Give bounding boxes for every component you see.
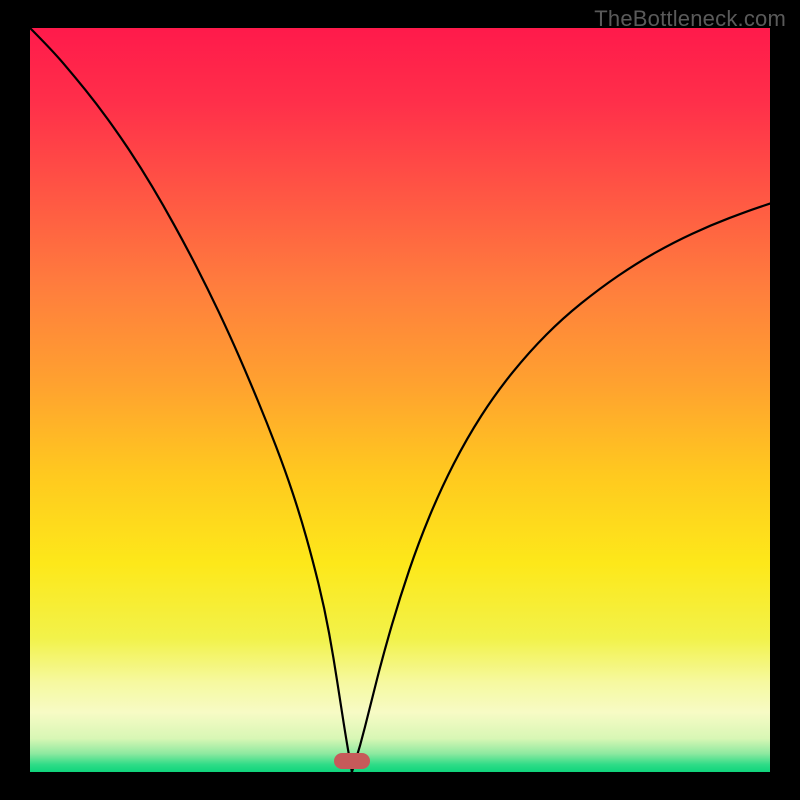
plot-area [30,28,770,772]
chart-frame: TheBottleneck.com [0,0,800,800]
optimal-marker [334,753,370,769]
bottleneck-curve [30,28,770,772]
